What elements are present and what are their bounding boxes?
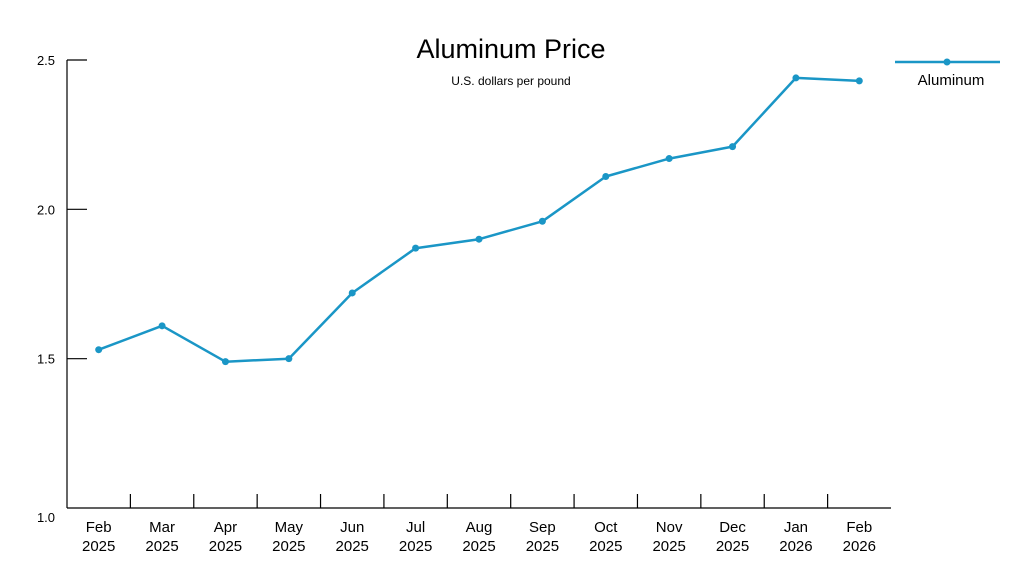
data-point [729, 143, 737, 151]
x-tick-label-year: 2025 [399, 538, 432, 555]
x-tick-label-year: 2026 [779, 538, 812, 555]
series-line-aluminum [98, 76, 860, 363]
x-tick-label-month: Feb [846, 519, 872, 536]
data-point [285, 355, 293, 363]
x-tick-label-year: 2025 [82, 538, 115, 555]
x-tick-label-month: May [275, 519, 304, 536]
x-tick-label-month: Oct [594, 519, 618, 536]
y-ticks: 1.0 1.5 2.0 2.5 [37, 53, 87, 525]
data-point [348, 289, 356, 297]
x-tick-label-month: Feb [86, 519, 112, 536]
chart-title: Aluminum Price [416, 34, 605, 64]
x-tick-label-year: 2025 [652, 538, 685, 555]
x-tick-label-month: Jan [784, 519, 808, 536]
data-point [792, 74, 800, 82]
data-point [158, 322, 166, 330]
legend: Aluminum [895, 58, 1000, 89]
x-tick-label-month: Apr [214, 519, 237, 536]
data-point [665, 155, 673, 163]
data-point [221, 358, 229, 366]
x-tick-label-year: 2025 [336, 538, 369, 555]
data-point [475, 235, 483, 243]
x-tick-label-year: 2025 [716, 538, 749, 555]
x-tick-label-year: 2025 [589, 538, 622, 555]
y-tick-label: 1.0 [37, 510, 55, 525]
x-tick-label-year: 2025 [145, 538, 178, 555]
chart-subtitle: U.S. dollars per pound [451, 74, 570, 88]
x-tick-label-month: Jun [340, 519, 364, 536]
legend-marker [943, 58, 951, 66]
data-point [538, 217, 546, 225]
y-tick-label: 1.5 [37, 352, 55, 367]
x-ticks: Feb 2025 Mar 2025 Apr 2025 May 2025 Jun 2025 Jul 20… [82, 494, 876, 555]
data-point [95, 346, 103, 354]
series-layer [95, 74, 863, 366]
x-tick-label-month: Mar [149, 519, 175, 536]
x-tick-label-month: Dec [719, 519, 746, 536]
x-tick-label-year: 2026 [843, 538, 876, 555]
data-point [412, 244, 420, 252]
data-point [855, 77, 863, 85]
x-tick-label-year: 2025 [526, 538, 559, 555]
legend-label: Aluminum [918, 72, 985, 89]
y-tick-label: 2.5 [37, 53, 55, 68]
y-tick-label: 2.0 [37, 202, 55, 217]
x-tick-label-month: Nov [656, 519, 683, 536]
x-tick-label-month: Aug [466, 519, 493, 536]
axes [66, 60, 891, 509]
x-tick-label-month: Sep [529, 519, 556, 536]
x-tick-label-year: 2025 [462, 538, 495, 555]
x-tick-label-year: 2025 [272, 538, 305, 555]
x-tick-label-month: Jul [406, 519, 425, 536]
data-point [602, 172, 610, 180]
x-tick-label-year: 2025 [209, 538, 242, 555]
